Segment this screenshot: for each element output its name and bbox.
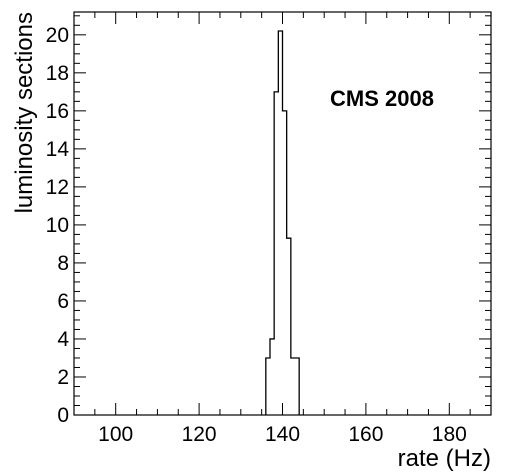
y-tick-label: 2 bbox=[57, 366, 69, 389]
cms-annotation: CMS 2008 bbox=[330, 86, 434, 111]
x-tick-label: 140 bbox=[265, 423, 300, 446]
histogram-outline bbox=[265, 30, 300, 415]
x-tick-label: 180 bbox=[432, 423, 467, 446]
y-axis-title: luminosity sections bbox=[11, 12, 38, 213]
y-tick-label: 6 bbox=[57, 290, 69, 313]
y-tick-label: 16 bbox=[46, 100, 69, 123]
x-tick-label: 100 bbox=[98, 423, 133, 446]
y-tick-label: 10 bbox=[46, 214, 69, 237]
y-tick-labels: 0 2 4 6 8 10 12 14 16 18 20 bbox=[46, 24, 70, 427]
y-tick-label: 12 bbox=[46, 176, 69, 199]
x-tick-label: 120 bbox=[182, 423, 217, 446]
x-tick-label: 160 bbox=[348, 423, 383, 446]
y-tick-label: 4 bbox=[57, 328, 69, 351]
y-tick-label: 0 bbox=[57, 404, 69, 427]
y-tick-label: 14 bbox=[46, 138, 70, 161]
y-tick-label: 18 bbox=[46, 62, 69, 85]
y-tick-label: 20 bbox=[46, 24, 69, 47]
axis-ticks bbox=[73, 12, 492, 416]
y-tick-label: 8 bbox=[57, 252, 69, 275]
x-axis-title: rate (Hz) bbox=[398, 445, 491, 472]
x-tick-labels: 100 120 140 160 180 bbox=[98, 423, 467, 446]
